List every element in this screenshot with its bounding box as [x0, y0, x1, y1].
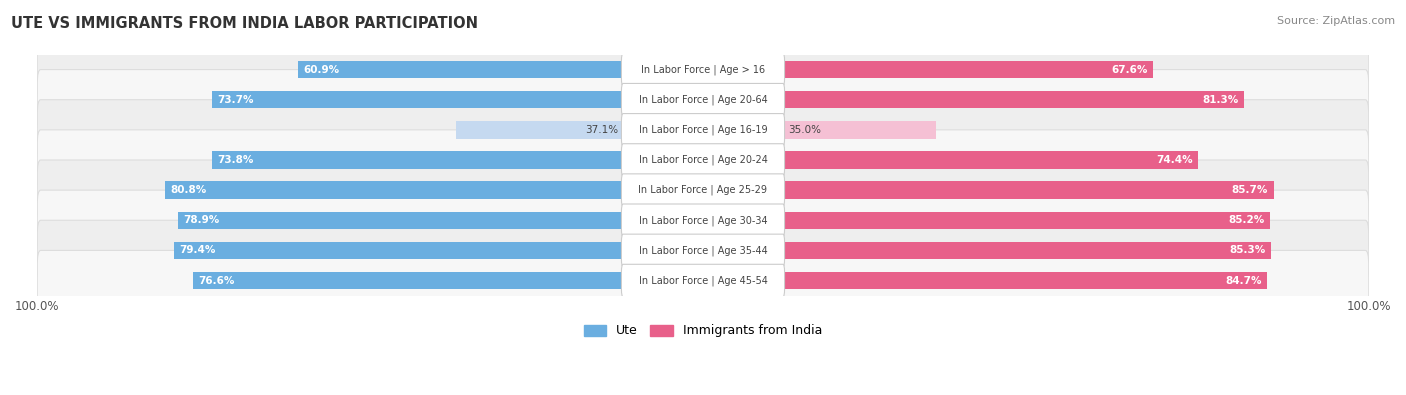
Text: 73.7%: 73.7%: [218, 95, 254, 105]
FancyBboxPatch shape: [37, 250, 1369, 311]
FancyBboxPatch shape: [37, 160, 1369, 220]
Bar: [783, 212, 1270, 229]
Text: In Labor Force | Age 20-24: In Labor Force | Age 20-24: [638, 155, 768, 165]
Text: 35.0%: 35.0%: [789, 125, 821, 135]
Text: In Labor Force | Age 20-64: In Labor Force | Age 20-64: [638, 94, 768, 105]
Text: 74.4%: 74.4%: [1156, 155, 1194, 165]
Bar: [783, 151, 1198, 169]
FancyBboxPatch shape: [621, 234, 785, 267]
Text: 79.4%: 79.4%: [180, 245, 217, 256]
Bar: [193, 272, 623, 289]
Text: In Labor Force | Age 30-34: In Labor Force | Age 30-34: [638, 215, 768, 226]
Bar: [212, 151, 623, 169]
FancyBboxPatch shape: [37, 130, 1369, 190]
Text: In Labor Force | Age > 16: In Labor Force | Age > 16: [641, 64, 765, 75]
Bar: [783, 242, 1271, 259]
Text: 76.6%: 76.6%: [198, 276, 235, 286]
FancyBboxPatch shape: [621, 83, 785, 116]
Text: In Labor Force | Age 25-29: In Labor Force | Age 25-29: [638, 185, 768, 196]
FancyBboxPatch shape: [37, 70, 1369, 130]
Bar: [783, 91, 1244, 109]
Text: 84.7%: 84.7%: [1225, 276, 1261, 286]
Text: In Labor Force | Age 45-54: In Labor Force | Age 45-54: [638, 275, 768, 286]
Text: 85.7%: 85.7%: [1232, 185, 1268, 195]
Bar: [177, 212, 623, 229]
FancyBboxPatch shape: [37, 220, 1369, 280]
Text: 67.6%: 67.6%: [1111, 64, 1147, 75]
FancyBboxPatch shape: [621, 204, 785, 237]
FancyBboxPatch shape: [621, 114, 785, 146]
Bar: [298, 61, 623, 78]
Bar: [165, 181, 623, 199]
Text: UTE VS IMMIGRANTS FROM INDIA LABOR PARTICIPATION: UTE VS IMMIGRANTS FROM INDIA LABOR PARTI…: [11, 16, 478, 31]
Bar: [783, 121, 936, 139]
Text: 73.8%: 73.8%: [217, 155, 253, 165]
FancyBboxPatch shape: [37, 190, 1369, 250]
Text: In Labor Force | Age 35-44: In Labor Force | Age 35-44: [638, 245, 768, 256]
FancyBboxPatch shape: [621, 53, 785, 86]
Legend: Ute, Immigrants from India: Ute, Immigrants from India: [579, 320, 827, 342]
Text: 60.9%: 60.9%: [302, 64, 339, 75]
Bar: [783, 181, 1274, 199]
FancyBboxPatch shape: [621, 144, 785, 176]
Text: 80.8%: 80.8%: [170, 185, 207, 195]
FancyBboxPatch shape: [37, 100, 1369, 160]
Text: 78.9%: 78.9%: [183, 215, 219, 225]
Text: 85.3%: 85.3%: [1229, 245, 1265, 256]
Bar: [456, 121, 623, 139]
Text: 85.2%: 85.2%: [1229, 215, 1265, 225]
Text: 81.3%: 81.3%: [1202, 95, 1239, 105]
Bar: [174, 242, 623, 259]
Text: In Labor Force | Age 16-19: In Labor Force | Age 16-19: [638, 124, 768, 135]
FancyBboxPatch shape: [37, 40, 1369, 100]
FancyBboxPatch shape: [621, 264, 785, 297]
FancyBboxPatch shape: [621, 174, 785, 207]
Bar: [783, 272, 1267, 289]
Text: Source: ZipAtlas.com: Source: ZipAtlas.com: [1277, 16, 1395, 26]
Bar: [783, 61, 1153, 78]
Bar: [212, 91, 623, 109]
Text: 37.1%: 37.1%: [585, 125, 617, 135]
